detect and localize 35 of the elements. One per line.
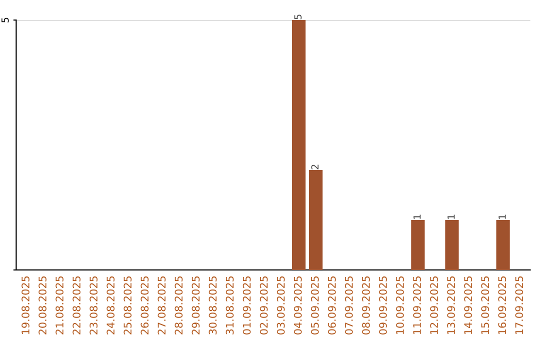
- x-tick-label: 28.08.2025: [174, 276, 183, 334]
- x-tick-label: 31.08.2025: [226, 276, 234, 334]
- x-tick-label: 07.09.2025: [344, 276, 353, 334]
- data-label: 5: [294, 14, 302, 20]
- x-tick-label: 29.08.2025: [192, 276, 200, 334]
- x-tick-label: 26.08.2025: [140, 276, 149, 334]
- x-tick-label: 30.08.2025: [208, 276, 217, 334]
- x-tick-label: 08.09.2025: [362, 276, 370, 334]
- x-tick-label: 11.09.2025: [413, 276, 421, 334]
- x-tick-label: 16.09.2025: [498, 276, 506, 334]
- x-tick-label: 14.09.2025: [464, 276, 472, 334]
- x-tick-label: 27.08.2025: [158, 276, 166, 334]
- x-tick-label: 19.08.2025: [22, 276, 30, 334]
- x-tick-label: 20.08.2025: [38, 276, 46, 334]
- x-tick-label: 05.09.2025: [310, 276, 319, 334]
- x-tick-label: 10.09.2025: [396, 276, 404, 334]
- data-label: 1: [498, 214, 506, 219]
- x-tick-label: 12.09.2025: [430, 276, 438, 334]
- x-tick-label: 15.09.2025: [481, 276, 490, 334]
- data-label: 1: [448, 214, 455, 219]
- x-tick-label: 02.09.2025: [260, 276, 268, 334]
- x-tick-label: 06.09.2025: [328, 276, 336, 334]
- data-label: 1: [414, 214, 421, 219]
- x-tick-label: 24.08.2025: [106, 276, 115, 334]
- x-tick-label: 13.09.2025: [447, 276, 455, 334]
- x-tick-label: 03.09.2025: [276, 276, 285, 334]
- x-tick-label: 23.08.2025: [90, 276, 98, 334]
- data-label: 2: [311, 164, 318, 170]
- x-tick-label: 22.08.2025: [72, 276, 81, 334]
- x-tick-label: 01.09.2025: [242, 276, 251, 334]
- x-tick-label: 09.09.2025: [379, 276, 387, 334]
- x-tick-label: 21.08.2025: [56, 276, 64, 334]
- x-tick-label: 25.08.2025: [124, 276, 132, 334]
- x-tick-label: 17.09.2025: [515, 276, 524, 334]
- x-tick-label: 04.09.2025: [294, 276, 302, 334]
